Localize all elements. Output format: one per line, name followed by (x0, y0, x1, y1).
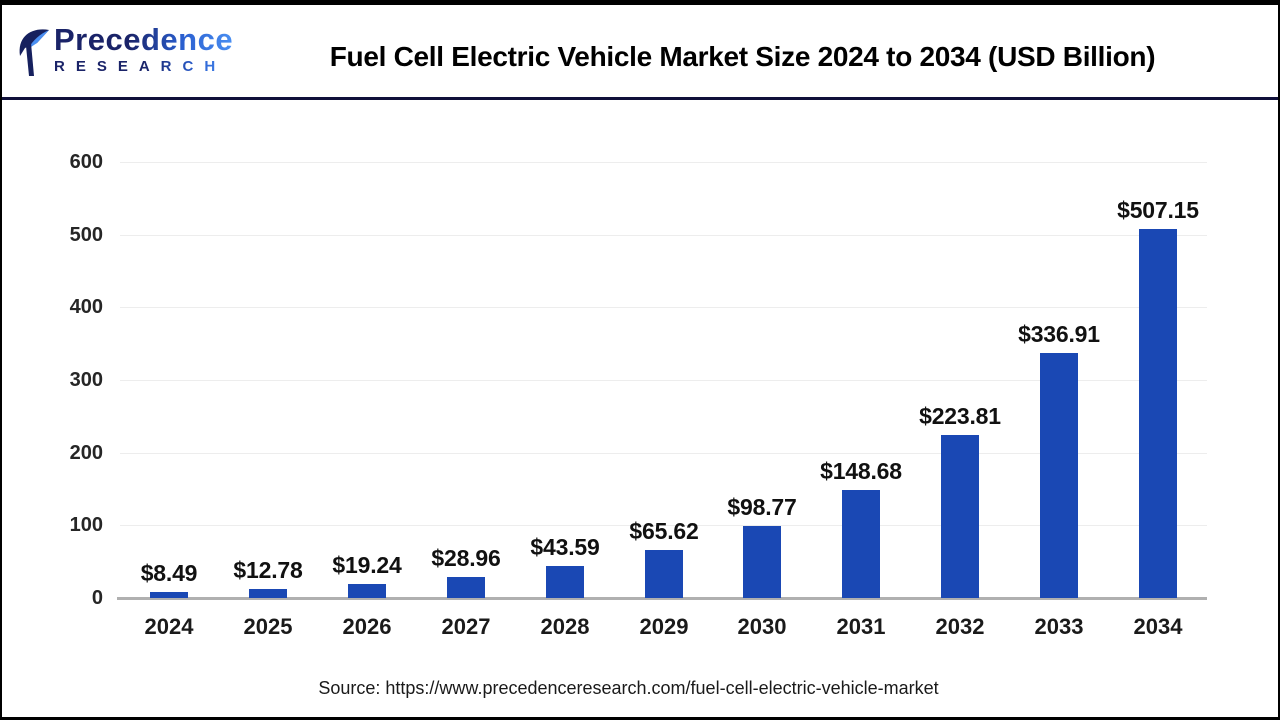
bar-value-label: $65.62 (629, 518, 699, 544)
gridline (120, 380, 1207, 381)
bar-2028 (546, 566, 584, 598)
logo-subtitle-text: RESEARCH (54, 59, 233, 74)
bar-2026 (348, 584, 386, 598)
bar-chart: 0 100 200 300 400 500 600 $8.49 2024 $12.78 2025 $1… (0, 100, 1280, 680)
x-axis-tick-label: 2031 (836, 614, 886, 639)
bar-value-label: $336.91 (1018, 321, 1100, 347)
bar-2031 (842, 490, 880, 598)
x-axis-tick-label: 2026 (342, 614, 392, 639)
y-axis-tick-label: 300 (69, 369, 103, 391)
bar-value-label: $12.78 (233, 557, 303, 583)
logo-leaf-icon (16, 26, 52, 83)
x-axis-tick-label: 2024 (144, 614, 194, 639)
bar-value-label: $148.68 (820, 458, 902, 484)
x-axis-tick-label: 2030 (737, 614, 787, 639)
x-axis-tick-label: 2029 (639, 614, 689, 639)
bar-2025 (249, 589, 287, 598)
bar-value-label: $8.49 (140, 560, 198, 586)
logo-text: Precedence RESEARCH (54, 24, 233, 74)
bar-2030 (743, 526, 781, 598)
bar-2032 (941, 435, 979, 598)
x-axis-tick-label: 2027 (441, 614, 491, 639)
bar-2034 (1139, 229, 1177, 598)
chart-title: Fuel Cell Electric Vehicle Market Size 2… (329, 41, 1156, 72)
bar-value-label: $43.59 (530, 534, 600, 560)
bar-value-label: $28.96 (431, 545, 501, 571)
gridline (120, 307, 1207, 309)
y-axis-tick-label: 200 (69, 441, 103, 464)
bar-value-label: $98.77 (727, 494, 797, 520)
x-axis-baseline (117, 597, 1207, 600)
bar-2029 (645, 550, 683, 598)
bar-2033 (1040, 353, 1078, 598)
bar-2027 (447, 577, 485, 598)
precedence-research-logo: Precedence RESEARCH (16, 24, 233, 83)
gridline (120, 525, 1207, 527)
y-axis-tick-label: 500 (69, 223, 103, 246)
x-axis-tick-label: 2025 (243, 614, 293, 639)
gridline (120, 234, 1207, 236)
y-axis-tick-label: 600 (69, 151, 103, 173)
bar-value-label: $223.81 (919, 403, 1001, 429)
x-axis-tick-label: 2034 (1133, 614, 1183, 639)
header-divider (0, 97, 1280, 100)
bar-2024 (150, 592, 188, 598)
bar-value-label: $507.15 (1117, 197, 1199, 223)
x-axis-tick-label: 2032 (935, 614, 985, 639)
x-axis-tick-label: 2033 (1034, 614, 1084, 639)
y-axis-tick-label: 0 (91, 587, 103, 609)
source-citation: Source: https://www.precedenceresearch.c… (318, 678, 939, 698)
bar-value-label: $19.24 (332, 552, 402, 578)
x-axis-tick-label: 2028 (540, 614, 590, 639)
gridline (120, 162, 1207, 163)
y-axis-tick-label: 100 (69, 514, 103, 537)
gridline (120, 452, 1207, 454)
logo-brand-text: Precedence (54, 22, 234, 57)
y-axis-tick-label: 400 (69, 296, 103, 319)
